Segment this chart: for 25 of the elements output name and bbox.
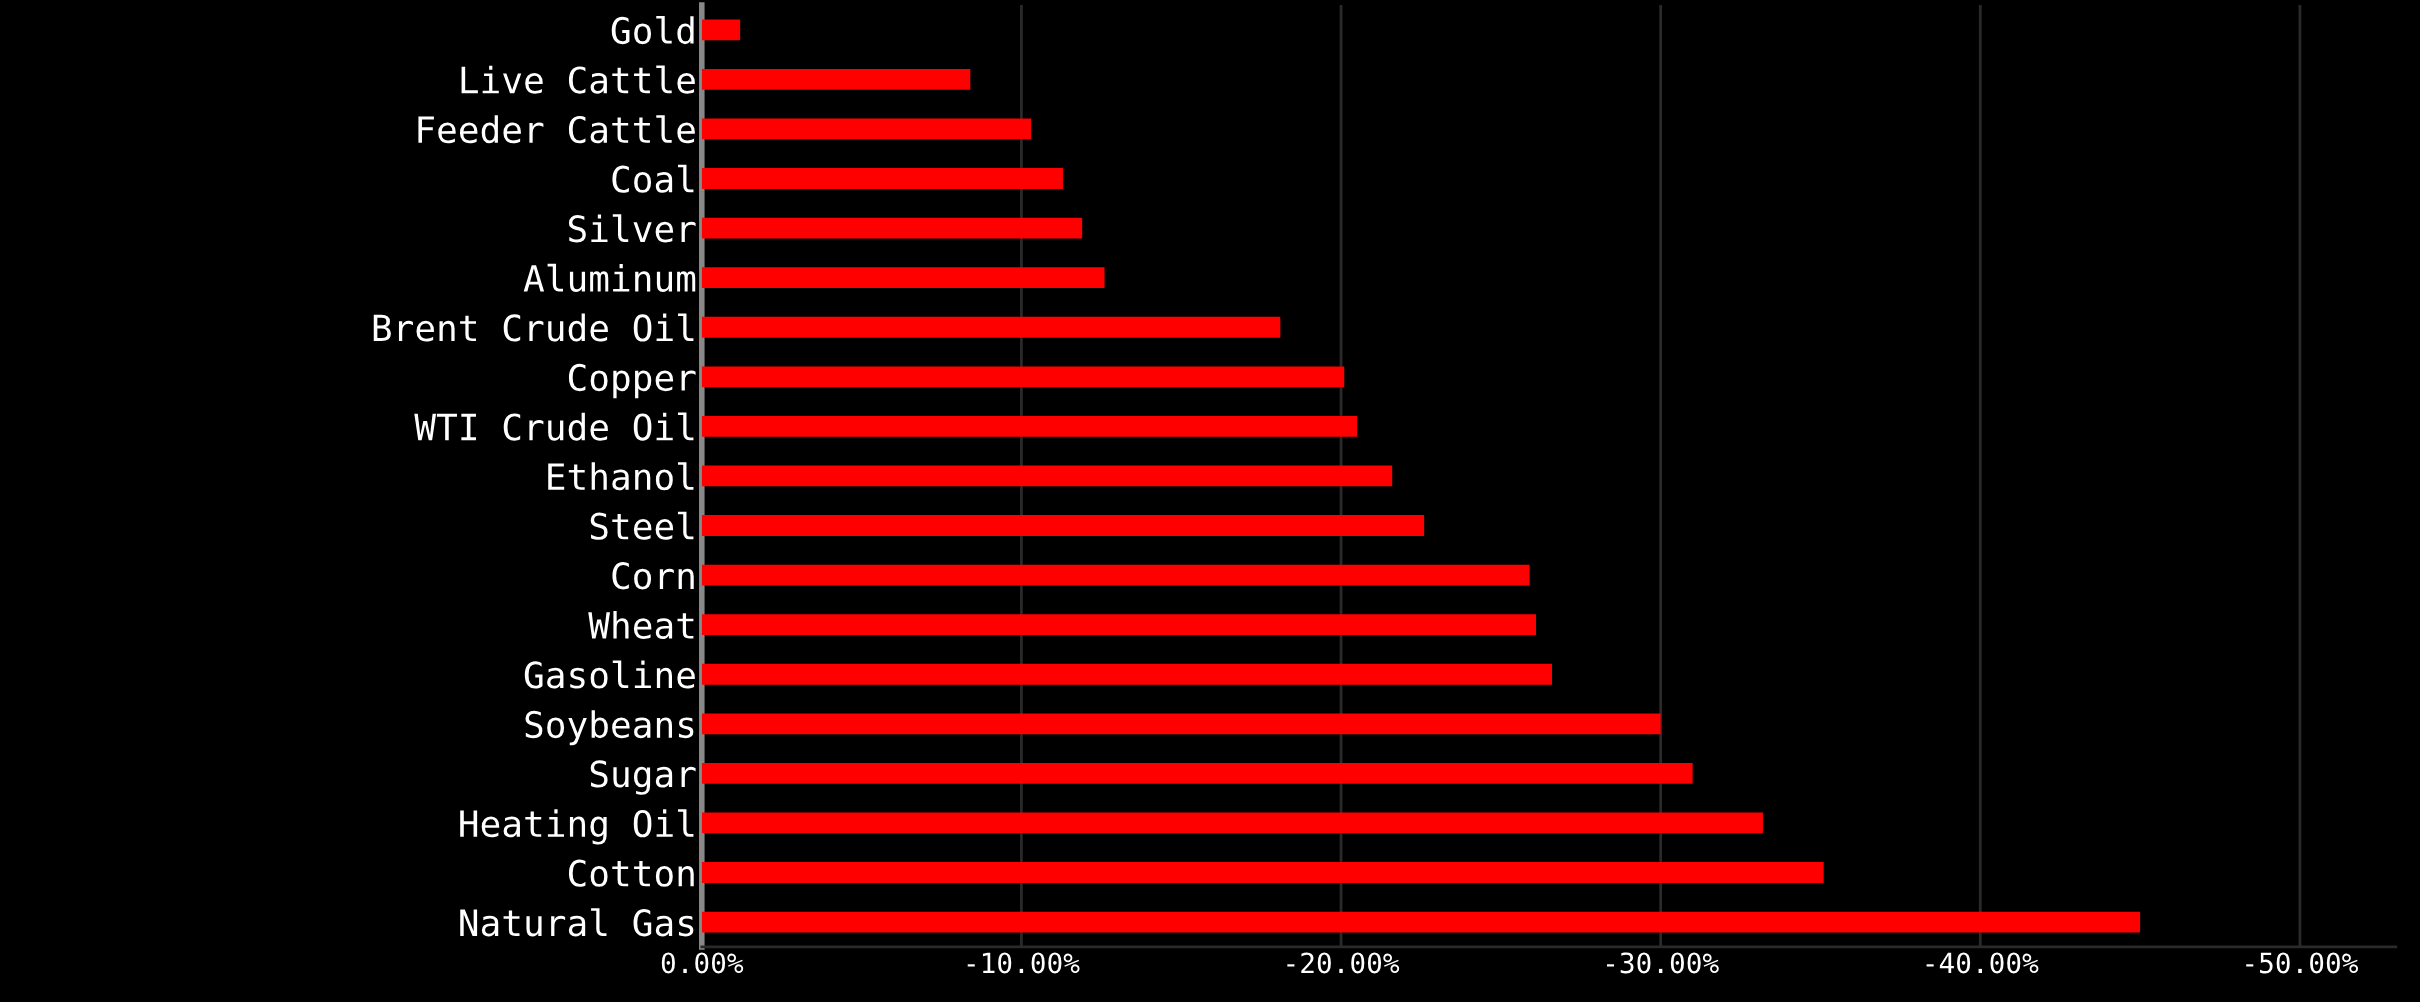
y-tick-label: Heating Oil [460, 809, 694, 845]
x-tick-label: 0.00% [661, 952, 744, 974]
x-tick-label: -40.00% [1926, 952, 2039, 974]
y-tick-label: Feeder Cattle [418, 115, 695, 144]
y-tick-label: Ethanol [548, 462, 694, 491]
y-tick-label: Natural Gas [460, 908, 694, 937]
x-tick-label: -20.00% [1287, 952, 1400, 974]
y-tick-label: Soybeans [525, 710, 694, 746]
x-tick-label: -30.00% [1606, 952, 1719, 974]
y-tick-label: Cotton [568, 859, 694, 887]
x-tick-label: -10.00% [967, 952, 1080, 974]
y-tick-label: Corn [612, 562, 694, 590]
x-tick-label: -50.00% [2246, 952, 2358, 974]
y-tick-label: WTI Crude Oil [414, 412, 694, 441]
y-tick-label: Wheat [588, 611, 694, 639]
y-tick-label: Silver [568, 214, 696, 243]
y-tick-label: Aluminum [523, 263, 696, 292]
y-tick-label: Gold [611, 15, 694, 45]
y-tick-label: Brent Crude Oil [373, 313, 694, 342]
y-tick-label: Gasoline [524, 660, 695, 689]
y-tick-label: Live Cattle [461, 65, 695, 94]
y-tick-label: Steel [590, 511, 694, 540]
y-tick-label: Sugar [590, 760, 696, 795]
y-tick-label: Coal [612, 164, 694, 193]
y-tick-label: Copper [568, 363, 696, 399]
